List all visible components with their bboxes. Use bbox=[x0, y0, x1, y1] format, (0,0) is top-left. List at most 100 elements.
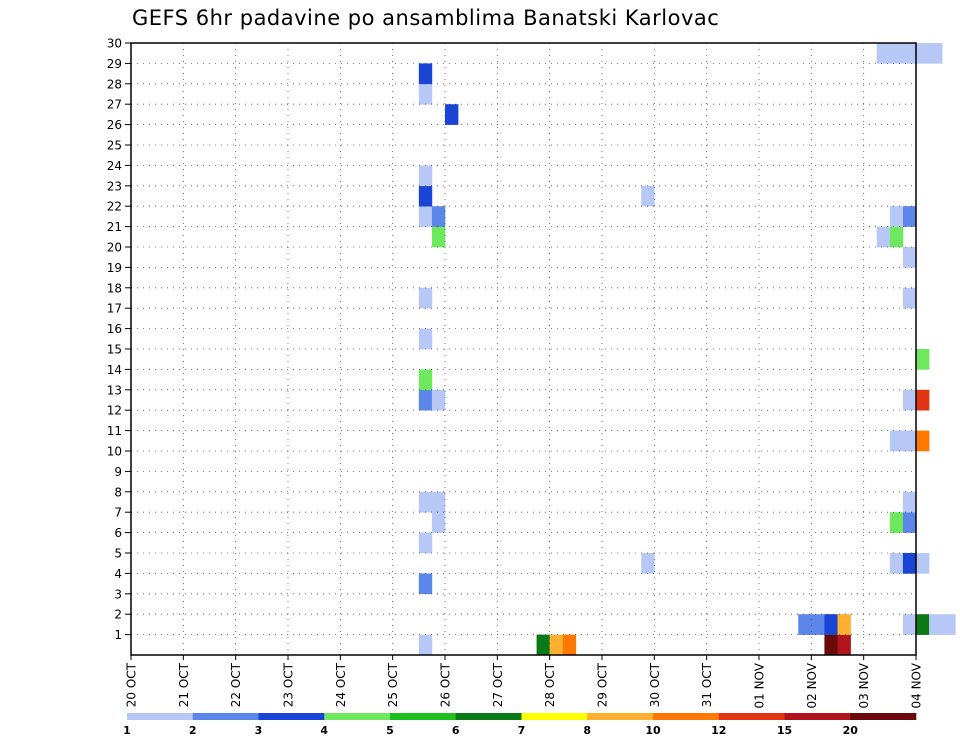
heatmap-cell bbox=[902, 206, 917, 227]
legend-swatch bbox=[587, 713, 654, 720]
heatmap-cell bbox=[418, 63, 433, 85]
heatmap-cell bbox=[798, 614, 812, 635]
y-tick-label: 18 bbox=[107, 281, 122, 295]
heatmap-cell bbox=[916, 553, 930, 574]
heatmap-cell bbox=[902, 430, 917, 452]
heatmap-cell bbox=[418, 287, 433, 309]
x-tick-label: 03 NOV bbox=[857, 662, 871, 708]
y-tick-label: 22 bbox=[107, 200, 122, 214]
heatmap-cell bbox=[431, 491, 446, 513]
x-tick-label: 02 NOV bbox=[805, 662, 819, 708]
y-tick-label: 25 bbox=[107, 139, 122, 153]
y-tick-label: 23 bbox=[107, 179, 122, 193]
legend-label: 20 bbox=[843, 724, 859, 737]
gridlines bbox=[131, 43, 916, 655]
heatmap-cell bbox=[902, 389, 917, 411]
heatmap-cell bbox=[837, 614, 851, 635]
legend-label: 8 bbox=[583, 724, 591, 737]
heatmap-cell bbox=[431, 512, 446, 533]
y-tick-label: 13 bbox=[107, 383, 122, 397]
y-tick-label: 24 bbox=[107, 159, 122, 173]
legend-label: 15 bbox=[777, 724, 792, 737]
heatmap-cell bbox=[562, 634, 577, 656]
heatmap-cell bbox=[418, 532, 433, 554]
heatmap-cell bbox=[942, 614, 956, 635]
legend-swatch bbox=[521, 713, 588, 720]
legend-swatch bbox=[324, 713, 391, 720]
heatmap-cell bbox=[889, 553, 904, 574]
heatmap-cell bbox=[916, 349, 930, 370]
legend-label: 2 bbox=[189, 724, 197, 737]
heatmap-cell bbox=[549, 634, 564, 656]
heatmap-cell bbox=[889, 226, 904, 248]
y-tick-label: 20 bbox=[107, 241, 122, 255]
heatmap-cell bbox=[418, 634, 433, 656]
x-tick-label: 30 OCT bbox=[648, 662, 662, 707]
x-tick-label: 26 OCT bbox=[439, 662, 453, 707]
heatmap-cell bbox=[431, 389, 446, 411]
heatmap-cell bbox=[641, 185, 655, 207]
heatmap-cell bbox=[824, 634, 838, 656]
heatmap-cell bbox=[876, 226, 891, 248]
heatmap-cell bbox=[418, 185, 433, 207]
heatmap-cell bbox=[811, 614, 825, 635]
x-tick-label: 04 NOV bbox=[910, 662, 924, 708]
x-tick-label: 22 OCT bbox=[229, 662, 243, 707]
heatmap-cell bbox=[916, 614, 930, 635]
y-tick-label: 21 bbox=[107, 220, 122, 234]
heatmap-cell bbox=[902, 553, 917, 574]
legend-swatch bbox=[258, 713, 325, 720]
heatmap-cell bbox=[418, 165, 433, 187]
legend-label: 1 bbox=[123, 724, 131, 737]
y-tick-label: 4 bbox=[114, 567, 122, 581]
legend-swatch bbox=[784, 713, 851, 720]
y-tick-label: 19 bbox=[107, 261, 122, 275]
heatmap-cell bbox=[889, 43, 904, 64]
y-tick-label: 14 bbox=[107, 363, 122, 377]
heatmap-cell bbox=[445, 104, 459, 125]
heatmap-cell bbox=[876, 43, 891, 64]
x-tick-label: 20 OCT bbox=[125, 662, 139, 707]
y-tick-label: 29 bbox=[107, 57, 122, 71]
legend-label: 10 bbox=[645, 724, 661, 737]
y-tick-label: 5 bbox=[114, 547, 122, 561]
heatmap-cell bbox=[824, 614, 838, 635]
x-tick-label: 28 OCT bbox=[543, 662, 557, 707]
legend-swatch bbox=[455, 713, 522, 720]
x-tick-label: 24 OCT bbox=[334, 662, 348, 707]
y-tick-label: 11 bbox=[107, 424, 122, 438]
legend-label: 3 bbox=[255, 724, 263, 737]
legend-swatch bbox=[718, 713, 785, 720]
heatmap-cell bbox=[889, 430, 904, 452]
y-tick-label: 12 bbox=[107, 404, 122, 418]
heatmap-cell bbox=[536, 634, 550, 656]
color-legend: 1 2 3 4 5 6 7 8 10 12 15 20 bbox=[123, 713, 917, 737]
heatmap-cell bbox=[916, 389, 930, 411]
heatmap-cells bbox=[418, 43, 956, 656]
plot-frame bbox=[130, 42, 917, 656]
legend-swatch bbox=[390, 713, 457, 720]
y-tick-label: 27 bbox=[107, 98, 122, 112]
heatmap-cell bbox=[418, 573, 433, 595]
x-tick-label: 29 OCT bbox=[596, 662, 610, 707]
heatmap-cell bbox=[929, 43, 943, 64]
y-tick-label: 1 bbox=[114, 628, 122, 642]
y-tick-label: 28 bbox=[107, 77, 122, 91]
legend-swatch bbox=[850, 713, 917, 720]
heatmap-cell bbox=[916, 430, 930, 452]
heatmap-cell bbox=[889, 206, 904, 227]
legend-label: 5 bbox=[386, 724, 394, 737]
legend-label: 6 bbox=[452, 724, 460, 737]
heatmap-cell bbox=[431, 206, 446, 227]
y-tick-label: 10 bbox=[107, 445, 122, 459]
heatmap-cell bbox=[418, 491, 433, 513]
legend-label: 4 bbox=[320, 724, 328, 737]
y-tick-label: 3 bbox=[114, 587, 122, 601]
heatmap-cell bbox=[902, 491, 917, 513]
x-axis: 20 OCT 21 OCT 22 OCT 23 OCT 24 OCT 25 OCT 26 O… bbox=[125, 655, 924, 709]
y-tick-label: 16 bbox=[107, 322, 122, 336]
legend-swatch bbox=[192, 713, 259, 720]
x-tick-label: 25 OCT bbox=[386, 662, 400, 707]
y-tick-label: 9 bbox=[114, 465, 122, 479]
